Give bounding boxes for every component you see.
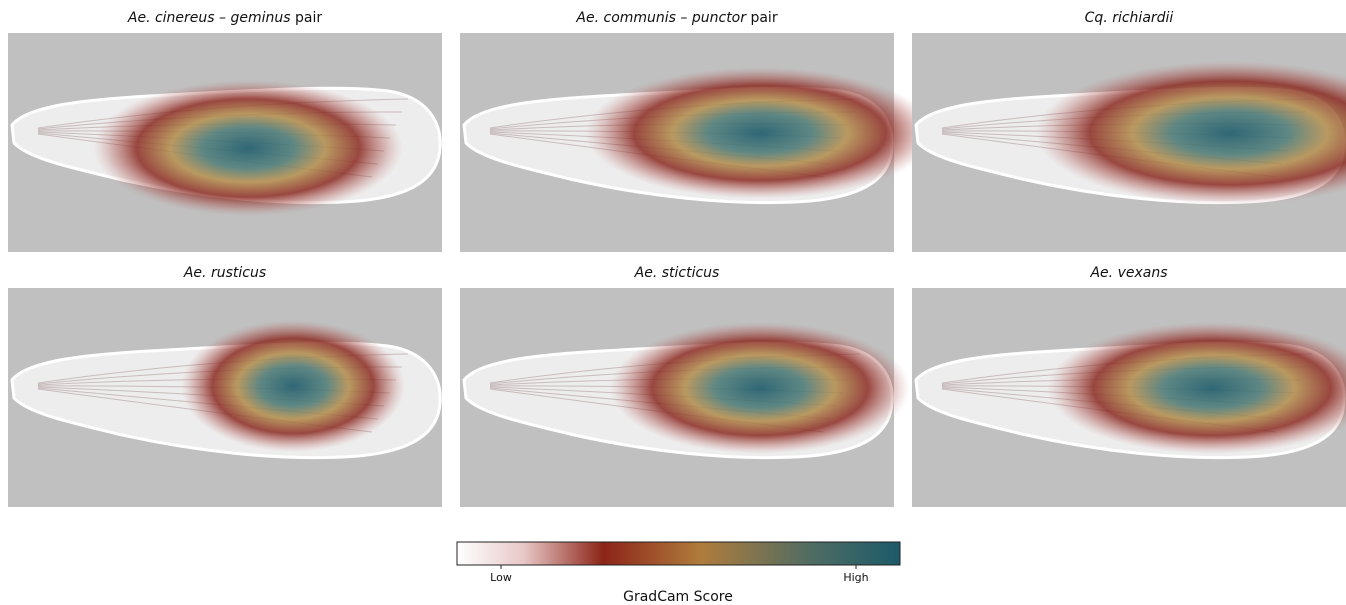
- title-part: Ae. communis – punctor: [575, 10, 747, 26]
- colorbar-high: High: [843, 571, 868, 584]
- title-part: Cq. richiardii: [1085, 10, 1174, 26]
- panel-title: Ae. cinereus – geminus pair: [127, 10, 322, 26]
- wing-image: [912, 288, 1346, 507]
- colorbar-low: Low: [490, 571, 512, 584]
- heat-region: [181, 320, 405, 452]
- colorbar: Low High GradCam Score: [457, 542, 900, 605]
- title-part: Ae. vexans: [1089, 265, 1167, 281]
- panel-title: Ae. communis – punctor pair: [575, 10, 777, 26]
- title-part: pair: [291, 10, 323, 26]
- title-part: Ae. cinereus – geminus: [127, 10, 291, 26]
- panel-title: Ae. rusticus: [183, 265, 266, 281]
- colorbar-label: GradCam Score: [623, 589, 733, 605]
- figure: Ae. cinereus – geminus pairAe. communis …: [0, 0, 1346, 605]
- heat-region: [610, 322, 910, 454]
- panel-title: Ae. sticticus: [634, 265, 720, 281]
- heat-region: [585, 67, 935, 199]
- heat-region: [93, 80, 403, 216]
- wing-image: [912, 33, 1346, 252]
- wing-image: [8, 288, 442, 507]
- wing-image: [8, 33, 442, 252]
- title-part: pair: [746, 10, 778, 26]
- panel-title: Ae. vexans: [1089, 265, 1167, 281]
- title-part: Ae. sticticus: [634, 265, 720, 281]
- title-part: Ae. rusticus: [183, 265, 266, 281]
- wing-image: [460, 288, 910, 507]
- colorbar-gradient: [457, 542, 900, 565]
- panel-title: Cq. richiardii: [1085, 10, 1174, 26]
- wing-image: [460, 33, 935, 252]
